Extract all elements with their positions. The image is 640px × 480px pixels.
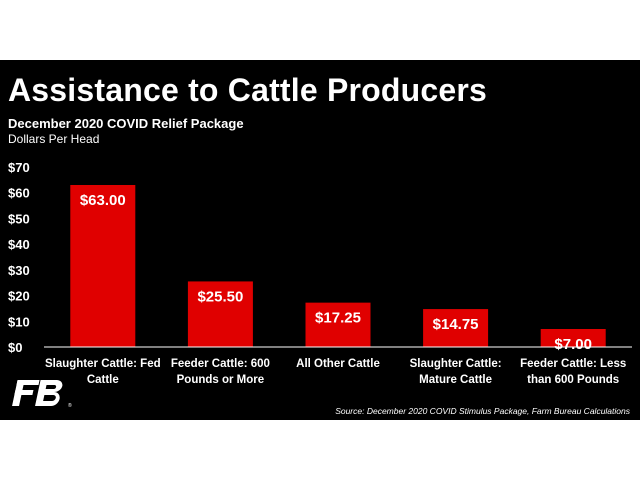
x-tick-label-line: than 600 Pounds	[527, 374, 619, 386]
y-tick-label: $70	[8, 160, 30, 175]
y-tick-label: $30	[8, 263, 30, 278]
y-tick-label: $10	[8, 314, 30, 329]
svg-text:®: ®	[68, 402, 72, 408]
bar-value-label: $17.25	[315, 310, 361, 327]
bar	[423, 309, 489, 347]
y-tick-label: $50	[8, 211, 30, 226]
y-tick-label: $60	[8, 186, 30, 201]
bar-value-label: $14.75	[433, 316, 479, 333]
y-tick-label: $40	[8, 237, 30, 252]
x-tick-label-line: Pounds or More	[177, 374, 265, 386]
bars: $63.00 $25.50 $17.25 $14.75 $7.00	[70, 185, 606, 353]
x-tick-label-line: Slaughter Cattle: Fed	[45, 358, 161, 370]
bar	[305, 302, 371, 347]
x-tick-label: Feeder Cattle: Less than 600 Pounds	[520, 358, 626, 386]
bar	[70, 185, 136, 347]
x-tick-label-line: Feeder Cattle: Less	[520, 358, 626, 370]
bar-value-label: $63.00	[80, 192, 126, 209]
bar-value-label: $7.00	[554, 336, 592, 353]
bar-value-label: $25.50	[197, 288, 243, 305]
chart-subtitle: December 2020 COVID Relief Package	[8, 116, 244, 131]
x-tick-label: Slaughter Cattle: Fed Cattle	[45, 358, 161, 386]
x-tick-label-line: Feeder Cattle: 600	[171, 358, 270, 370]
x-tick-label: All Other Cattle	[296, 358, 380, 370]
x-axis: Slaughter Cattle: Fed Cattle Feeder Cattle…	[45, 358, 626, 386]
chart-title: Assistance to Cattle Producers	[8, 72, 488, 108]
bar-chart: $0 $10 $20 $30 $40 $50 $60 $70 $63.00 $25.50 $17.…	[8, 160, 632, 386]
bar	[187, 281, 253, 347]
bar	[540, 329, 606, 347]
x-tick-label-line: Cattle	[87, 374, 119, 386]
y-tick-label: $0	[8, 340, 22, 355]
unit-label: Dollars Per Head	[8, 132, 100, 146]
y-tick-label: $20	[8, 289, 30, 304]
x-tick-label: Slaughter Cattle: Mature Cattle	[410, 358, 502, 386]
farm-bureau-logo-icon: ®	[8, 378, 72, 413]
y-axis: $0 $10 $20 $30 $40 $50 $60 $70	[8, 160, 30, 355]
x-tick-label: Feeder Cattle: 600 Pounds or More	[171, 358, 270, 386]
x-tick-label-line: All Other Cattle	[296, 358, 380, 370]
x-tick-label-line: Mature Cattle	[419, 374, 492, 386]
slide: Assistance to Cattle Producers December …	[0, 60, 640, 420]
x-tick-label-line: Slaughter Cattle:	[410, 358, 502, 370]
source-note: Source: December 2020 COVID Stimulus Pac…	[335, 406, 630, 416]
